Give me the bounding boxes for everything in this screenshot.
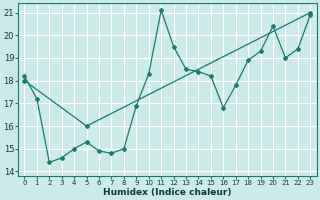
- X-axis label: Humidex (Indice chaleur): Humidex (Indice chaleur): [103, 188, 232, 197]
